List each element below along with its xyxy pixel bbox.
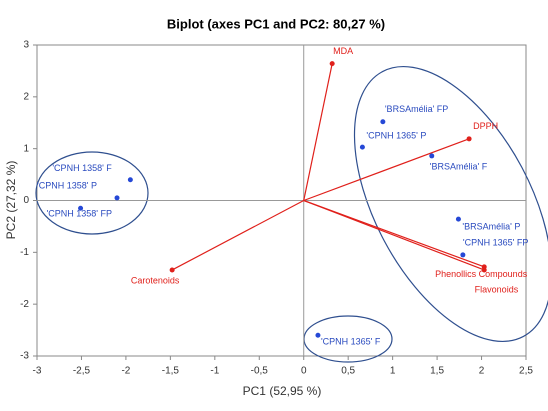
y-axis-label: PC2 (27,32 %) bbox=[4, 161, 18, 240]
observation-label: 'BRSAmélia' FP bbox=[385, 104, 448, 114]
variable-label: Phenollics Compounds bbox=[435, 269, 528, 279]
x-tick-label: -0,5 bbox=[251, 366, 269, 377]
observation-point bbox=[460, 252, 466, 258]
x-tick-label: 0 bbox=[301, 366, 307, 377]
variable-vector bbox=[303, 63, 333, 201]
x-tick-label: -2,5 bbox=[73, 366, 91, 377]
x-tick-label: -1,5 bbox=[162, 366, 180, 377]
observation-label: 'CPNH 1365' P bbox=[366, 130, 426, 140]
group-ellipse bbox=[353, 65, 548, 343]
variable-point bbox=[329, 61, 335, 67]
x-tick-label: -2 bbox=[121, 366, 130, 377]
observation-point bbox=[127, 177, 133, 183]
y-tick-label: 3 bbox=[23, 40, 29, 51]
y-tick-label: -1 bbox=[20, 247, 29, 258]
observation-label: 'CPNH 1358' P bbox=[37, 180, 97, 190]
observation-point bbox=[359, 144, 365, 150]
x-tick-label: -3 bbox=[33, 366, 42, 377]
observation-label: 'CPNH 1358' F bbox=[52, 163, 112, 173]
variable-label: DPPH bbox=[473, 121, 498, 131]
variable-point bbox=[466, 136, 472, 142]
x-tick-label: 1 bbox=[390, 366, 396, 377]
variable-vector bbox=[171, 199, 305, 271]
variable-label: MDA bbox=[333, 46, 353, 56]
y-tick-label: 2 bbox=[23, 91, 29, 102]
y-tick-label: -2 bbox=[20, 299, 29, 310]
variable-vector bbox=[303, 199, 485, 271]
x-tick-label: 0,5 bbox=[341, 366, 355, 377]
observation-label: 'BRSAmélia' P bbox=[462, 222, 520, 232]
x-tick-label: 2 bbox=[479, 366, 485, 377]
x-axis-label: PC1 (52,95 %) bbox=[243, 384, 322, 398]
variable-vector bbox=[303, 138, 470, 202]
x-tick-label: -1 bbox=[210, 366, 219, 377]
observation-point bbox=[429, 153, 435, 159]
observation-point bbox=[455, 216, 461, 222]
x-tick-label: 2,5 bbox=[519, 366, 533, 377]
group-ellipse bbox=[35, 151, 149, 235]
x-tick-label: 1,5 bbox=[430, 366, 444, 377]
y-tick-label: -3 bbox=[20, 351, 29, 362]
observation-point bbox=[78, 205, 84, 211]
y-tick-label: 0 bbox=[23, 195, 29, 206]
y-tick-label: 1 bbox=[23, 143, 29, 154]
observation-label: 'CPNH 1365' FP bbox=[463, 237, 528, 247]
variable-label: Carotenoids bbox=[131, 275, 180, 285]
observation-label: 'CPNH 1365' F bbox=[321, 337, 381, 347]
observation-point bbox=[315, 332, 321, 338]
chart-title: Biplot (axes PC1 and PC2: 80,27 %) bbox=[167, 16, 385, 31]
observation-point bbox=[380, 119, 386, 125]
observation-label: 'CPNH 1358' FP bbox=[47, 209, 112, 219]
observation-point bbox=[114, 195, 120, 201]
variable-point bbox=[481, 267, 487, 273]
variable-point bbox=[169, 267, 175, 273]
variable-label: Flavonoids bbox=[475, 284, 519, 294]
observation-label: 'BRSAmélia' F bbox=[430, 161, 488, 171]
